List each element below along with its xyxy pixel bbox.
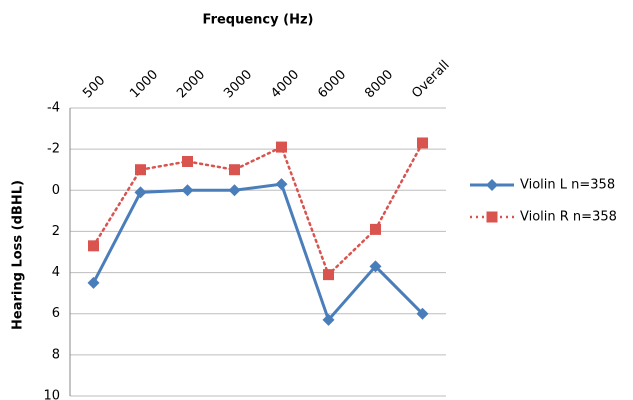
series-line (92, 141, 424, 277)
y-tick-label: 8 (52, 347, 60, 362)
x-tick-label: 6000 (315, 67, 349, 101)
x-tick-label: 8000 (362, 67, 396, 101)
point (370, 223, 381, 235)
legend-label: Violin L n=358 (520, 178, 615, 193)
x-tick-label: 500 (80, 73, 108, 101)
y-tick-label: -2 (47, 142, 60, 157)
point (87, 276, 100, 289)
point (228, 184, 241, 197)
point (229, 164, 240, 176)
y-tick-label: 4 (52, 265, 60, 280)
point (181, 184, 194, 197)
point (182, 155, 193, 167)
point (322, 313, 335, 326)
point (135, 164, 146, 176)
series-line (92, 182, 424, 323)
y-axis-label: Hearing Loss (dBHL) (11, 180, 26, 330)
y-tick-label: 10 (43, 389, 60, 400)
legend-marker (486, 179, 498, 191)
point (275, 178, 288, 191)
x-tick-label: Overall (409, 58, 452, 101)
y-tick-label: -4 (47, 101, 60, 116)
point (276, 141, 287, 153)
chart-title: Frequency (Hz) (203, 13, 314, 28)
point (416, 307, 429, 320)
legend-label: Violin R n=358 (520, 210, 617, 225)
point (88, 240, 99, 252)
y-tick-label: 6 (52, 306, 60, 321)
point (323, 269, 334, 281)
x-tick-label: 2000 (174, 67, 208, 101)
x-tick-label: 3000 (221, 67, 255, 101)
x-tick-label: 4000 (268, 67, 302, 101)
y-tick-label: 2 (52, 224, 60, 239)
point (417, 137, 428, 149)
point (369, 260, 382, 273)
x-tick-label: 1000 (127, 67, 161, 101)
y-tick-label: 0 (52, 183, 60, 198)
point (134, 186, 147, 199)
legend-marker (486, 211, 498, 223)
